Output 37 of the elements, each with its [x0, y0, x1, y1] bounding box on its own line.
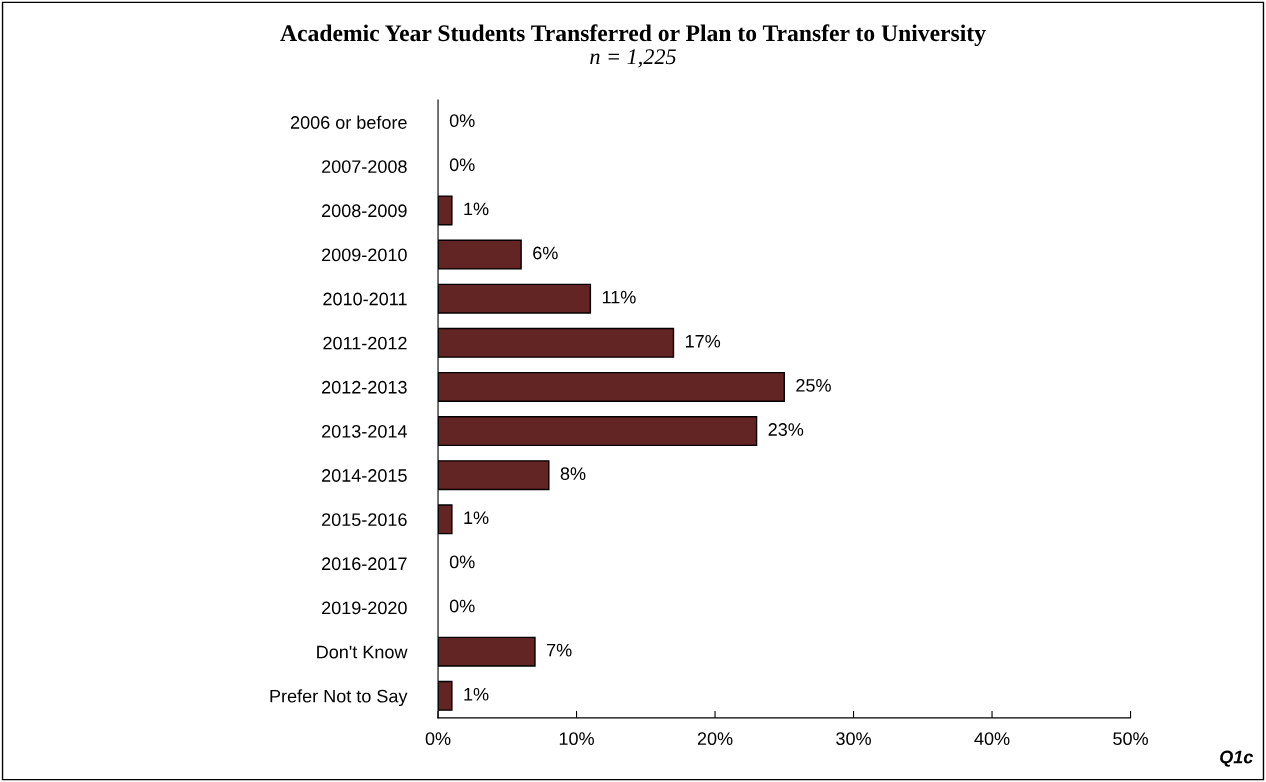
y-tick-label: 2010-2011	[323, 292, 407, 306]
y-tick-label: 2008-2009	[322, 204, 407, 218]
data-label: 1%	[464, 202, 489, 216]
data-label: 25%	[796, 378, 831, 392]
chart-subtitle: n = 1,225	[590, 49, 676, 68]
x-tick-label: 10%	[559, 732, 594, 746]
data-label: 6%	[533, 246, 558, 260]
y-tick-label: 2013-2014	[322, 424, 407, 438]
x-tick-label: 50%	[1113, 732, 1148, 746]
chart-title: Academic Year Students Transferred or Plan to Transfer to University	[280, 24, 986, 47]
data-label: 0%	[449, 158, 475, 172]
y-tick-label: 2012-2013	[322, 380, 407, 394]
data-label: 11%	[602, 290, 636, 304]
data-label: 0%	[449, 114, 475, 128]
y-tick-label: Don't Know	[317, 645, 408, 659]
y-tick-label: 2006 or before	[290, 115, 407, 129]
x-tick-label: 40%	[974, 732, 1010, 746]
x-tick-label: 30%	[836, 732, 871, 746]
data-label: 0%	[449, 555, 475, 569]
data-label: 1%	[464, 511, 489, 525]
y-tick-label: 2007-2008	[322, 160, 407, 174]
y-tick-label: 2009-2010	[322, 248, 407, 262]
y-tick-label: 2011-2012	[323, 336, 407, 350]
data-label: 7%	[547, 643, 572, 657]
data-label: 1%	[464, 687, 489, 701]
y-tick-label: 2016-2017	[322, 557, 407, 571]
y-tick-label: 2015-2016	[322, 513, 407, 527]
data-label: 8%	[560, 467, 586, 481]
y-tick-label: 2019-2020	[322, 601, 407, 615]
data-label: 23%	[768, 423, 804, 436]
y-tick-label: Prefer Not to Say	[270, 689, 408, 707]
x-tick-label: 20%	[697, 732, 733, 746]
data-label: 0%	[449, 599, 475, 613]
data-label: 17%	[685, 334, 721, 348]
text: Q1c	[1220, 750, 1254, 767]
y-tick-label: 2014-2015	[322, 469, 407, 482]
x-tick-label: 0%	[425, 732, 451, 746]
